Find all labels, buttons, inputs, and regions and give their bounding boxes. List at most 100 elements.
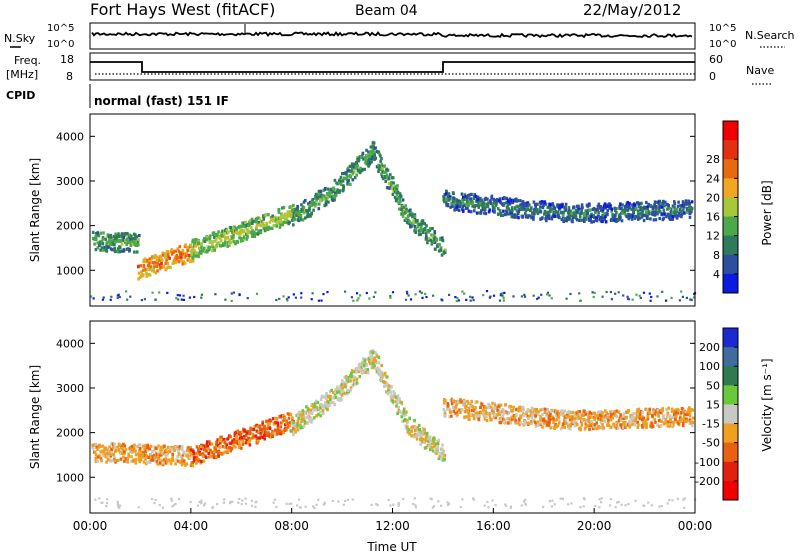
scatter-cell [458,205,462,209]
scatter-cell [203,239,207,243]
scatter-cell [456,205,459,209]
scatter-cell [299,214,302,218]
scatter-cell [424,231,428,235]
scatter-cell [691,416,695,420]
scatter-cell [351,178,355,182]
scatter-cell [211,244,214,248]
scatter-cell [515,408,518,412]
scatter-cell [434,247,437,251]
scatter-cell [641,425,644,429]
scatter-cell [474,409,478,413]
scatter-cell [678,299,681,302]
scatter-cell [196,451,199,456]
scatter-cell [159,448,162,452]
scatter-cell [249,431,252,435]
scatter-cell [263,433,267,437]
scatter-cell [505,205,509,209]
scatter-cell [189,260,192,264]
scatter-cell [498,412,502,417]
scatter-cell [241,224,244,228]
scatter-cell [549,426,552,430]
scatter-cell [254,505,257,509]
scatter-cell [453,203,456,207]
scatter-cell [451,202,454,206]
scatter-cell [491,206,495,210]
scatter-cell [182,294,185,297]
scatter-cell [431,449,435,453]
scatter-cell [138,275,142,279]
scatter-cell [662,414,665,418]
scatter-cell [317,189,321,193]
scatter-cell [626,410,630,414]
scatter-cell [561,425,564,429]
scatter-cell [157,453,160,457]
scatter-cell [169,462,173,466]
scatter-cell [418,222,421,226]
scatter-cell [241,430,244,434]
scatter-cell [94,460,98,464]
scatter-cell [663,212,666,216]
scatter-cell [559,427,563,431]
scatter-cell [303,419,307,423]
scatter-cell [319,189,323,193]
scatter-cell [197,241,200,245]
scatter-cell [604,414,608,418]
scatter-cell [440,504,443,507]
scatter-cell [229,435,232,439]
scatter-cell [492,200,496,205]
scatter-cell [132,240,136,244]
scatter-cell [120,242,124,246]
scatter-cell [119,457,123,461]
scatter-cell [554,418,558,422]
scatter-cell [368,297,371,300]
scatter-cell [348,175,352,179]
scatter-cell [549,409,553,414]
scatter-cell [191,448,195,452]
scatter-cell [651,413,654,418]
scatter-cell [670,423,674,427]
scatter-cell [605,290,608,294]
scatter-cell [116,445,119,450]
scatter-cell [232,438,236,442]
scatter-cell [113,459,117,463]
scatter-cell [466,206,469,210]
scatter-cell [432,439,435,443]
scatter-cell [535,411,539,415]
scatter-cell [600,497,603,500]
scatter-cell [506,212,509,216]
scatter-cell [329,394,332,399]
scatter-cell [255,436,259,441]
scatter-cell [434,236,437,240]
scatter-cell [319,195,322,199]
scatter-cell [463,399,466,404]
scatter-cell [342,176,346,180]
scatter-cell [405,410,408,414]
scatter-cell [124,457,128,461]
scatter-cell [154,260,157,264]
scatter-cell [334,181,338,185]
scatter-cell [483,211,486,215]
scatter-cell [388,186,392,190]
scatter-cell [327,200,330,204]
scatter-cell [685,201,689,205]
scatter-cell [237,501,240,504]
scatter-cell [505,504,508,507]
scatter-cell [213,449,216,453]
scatter-cell [274,428,277,432]
scatter-cell [412,503,415,506]
colorbar-tick-label: 16 [706,211,720,224]
scatter-cell [296,424,300,428]
scatter-cell [441,236,444,240]
scatter-cell [642,218,646,223]
scatter-cell [569,209,573,213]
scatter-cell [331,189,335,193]
scatter-cell [330,195,334,199]
scatter-cell [363,370,366,374]
scatter-cell [191,464,195,468]
scatter-cell [485,419,489,423]
scatter-cell [290,502,293,505]
scatter-cell [136,444,139,449]
scatter-cell [603,414,606,418]
scatter-cell [105,460,108,464]
scatter-cell [488,403,491,407]
